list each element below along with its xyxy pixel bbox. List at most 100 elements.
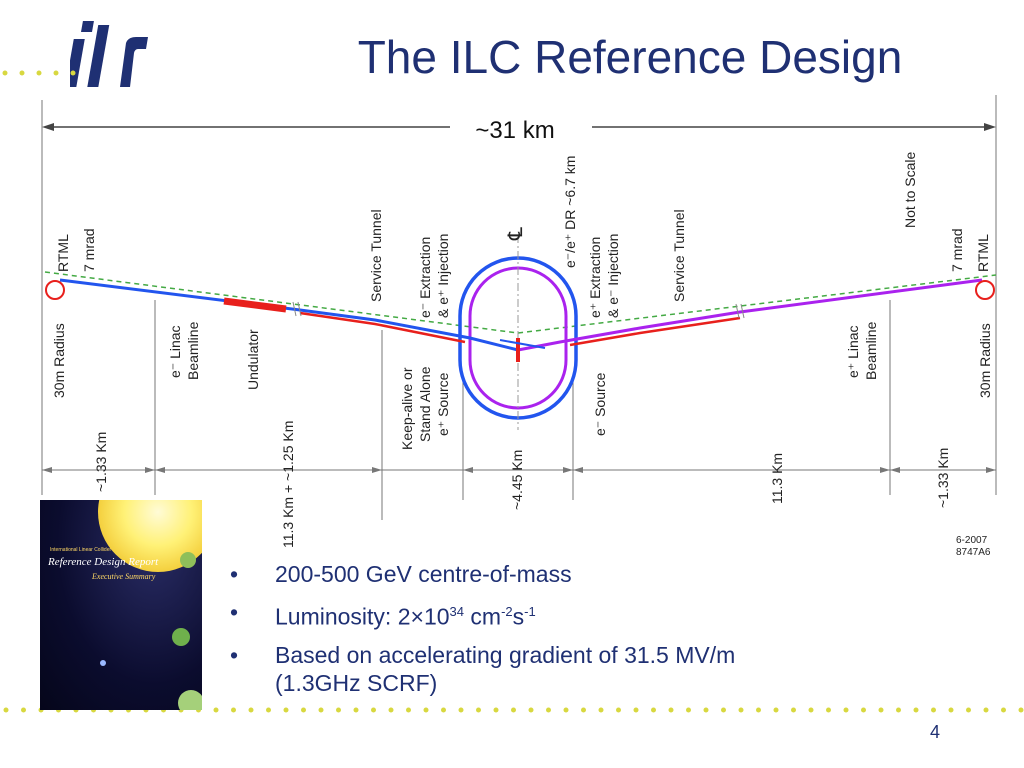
- rule-dot: [651, 707, 656, 713]
- bullet-luminosity: • Luminosity: 2×1034 cm-2s-1: [230, 598, 930, 631]
- rule-dot: [668, 707, 674, 713]
- rule-dot: [633, 707, 639, 713]
- label-damping-ring: e⁻/e⁺ DR ~6.7 km: [562, 156, 578, 268]
- cover-planet-2: [172, 628, 190, 646]
- rule-dot: [896, 707, 901, 713]
- ilc-logo: [70, 21, 148, 87]
- rule-dot: [861, 707, 866, 713]
- rule-dot: [546, 707, 551, 713]
- positron-transfer-line: [299, 311, 466, 344]
- bullet-mark: •: [230, 641, 239, 668]
- cover-planet-4: [100, 660, 106, 666]
- positron-beamline: [517, 278, 983, 352]
- rule-dot: [738, 707, 744, 713]
- rule-dot: [721, 707, 726, 713]
- label-linac-right-1: e⁺ Linac: [845, 325, 861, 378]
- rule-dot: [458, 707, 464, 713]
- electron-transfer-line: [569, 316, 741, 347]
- label-radius-right: 30m Radius: [977, 323, 993, 398]
- key-parameters-list: • 200-500 GeV centre-of-mass • Luminosit…: [230, 560, 930, 707]
- turnaround-loop-right: [975, 280, 995, 300]
- rule-dot: [528, 707, 534, 713]
- dim-right-outer: ~1.33 Km: [935, 448, 951, 508]
- rule-dot: [213, 707, 219, 713]
- rule-dot: [948, 707, 954, 713]
- luminosity-s-exponent: -1: [524, 604, 536, 619]
- rule-dot: [21, 707, 26, 713]
- rule-dot: [336, 707, 341, 713]
- rule-dot: [826, 707, 831, 713]
- rule-dot: [773, 707, 779, 713]
- rule-dot: [248, 707, 254, 713]
- bullet-mark: •: [230, 599, 239, 625]
- luminosity-cm-exponent: -2: [501, 604, 513, 619]
- label-not-to-scale: Not to Scale: [902, 152, 918, 228]
- rule-dot: [423, 707, 429, 713]
- turnaround-loop-left: [45, 280, 65, 300]
- dim-center: ~4.45 Km: [509, 450, 525, 510]
- rule-dot: [598, 707, 604, 713]
- luminosity-prefix: Luminosity: 2×10: [275, 603, 450, 630]
- span-arrow-left-head: [42, 123, 54, 131]
- rule-dot: [843, 707, 849, 713]
- rule-dot: [283, 707, 289, 713]
- rule-dot: [1018, 707, 1024, 713]
- cover-top-text: International Linear Collider: [50, 547, 112, 553]
- luminosity-unit-cm: cm: [464, 603, 502, 630]
- cover-subtitle: Executive Summary: [92, 572, 156, 581]
- rule-dot: [476, 707, 481, 713]
- undulator-section: [223, 297, 287, 313]
- report-cover-image: International Linear Collider Reference …: [40, 500, 202, 710]
- bullet-gradient-line2: (1.3GHz SCRF): [275, 669, 438, 696]
- label-linac-left-2: Beamline: [185, 321, 201, 380]
- label-extraction-left-2: & e⁺ Injection: [435, 234, 451, 318]
- dimension-arrowheads: [42, 467, 996, 473]
- rule-dot: [563, 707, 569, 713]
- rule-dot: [1001, 707, 1006, 713]
- dim-right-linac: 11.3 Km: [769, 453, 785, 504]
- rule-dot: [931, 707, 936, 713]
- rule-dot: [371, 707, 376, 713]
- rule-dot: [511, 707, 516, 713]
- rule-dot: [318, 707, 324, 713]
- rule-dot: [878, 707, 884, 713]
- rule-dot: [913, 707, 919, 713]
- dim-left-linac: 11.3 Km + ~1.25 Km: [280, 421, 296, 548]
- rule-dot: [616, 707, 621, 713]
- rule-dot: [703, 707, 709, 713]
- rule-dot: [231, 707, 236, 713]
- cover-title: Reference Design Report: [48, 556, 159, 568]
- line-breaks: [292, 301, 745, 319]
- drawing-id-date: 6-2007: [956, 535, 988, 546]
- label-centerline: ℄: [505, 227, 527, 241]
- electron-beamline: [59, 278, 519, 352]
- top-dotted-rule: [2, 70, 76, 76]
- label-extraction-right-1: e⁺ Extraction: [587, 237, 603, 318]
- span-label: ~31 km: [475, 117, 554, 144]
- rule-dot: [388, 707, 394, 713]
- label-extraction-left-1: e⁻ Extraction: [417, 237, 433, 318]
- label-keepalive-1: Keep-alive or: [399, 367, 415, 450]
- rule-dot: [686, 707, 691, 713]
- cover-planet-1: [180, 552, 196, 568]
- label-linac-left-1: e⁻ Linac: [167, 325, 183, 378]
- label-extraction-right-2: & e⁻ Injection: [605, 234, 621, 318]
- dim-left-outer: ~1.33 Km: [93, 432, 109, 492]
- slide-title: The ILC Reference Design: [357, 31, 903, 83]
- label-service-tunnel-left: Service Tunnel: [368, 209, 384, 302]
- rule-dot: [3, 707, 9, 713]
- rule-dot: [966, 707, 971, 713]
- label-service-tunnel-right: Service Tunnel: [671, 209, 687, 302]
- luminosity-unit-s: s: [512, 603, 525, 630]
- label-linac-right-2: Beamline: [863, 321, 879, 380]
- rule-dot: [406, 707, 411, 713]
- rule-dot: [493, 707, 499, 713]
- rule-dot: [266, 707, 271, 713]
- rotated-labels: RTML 7 mrad 30m Radius e⁻ Linac Beamline…: [51, 152, 993, 450]
- rule-dot: [353, 707, 359, 713]
- drawing-id-number: 8747A6: [956, 547, 991, 558]
- cover-planet-3: [178, 690, 202, 710]
- label-keepalive-2: Stand Alone: [417, 366, 433, 442]
- dimension-labels: ~1.33 Km 11.3 Km + ~1.25 Km ~4.45 Km 11.…: [93, 421, 951, 548]
